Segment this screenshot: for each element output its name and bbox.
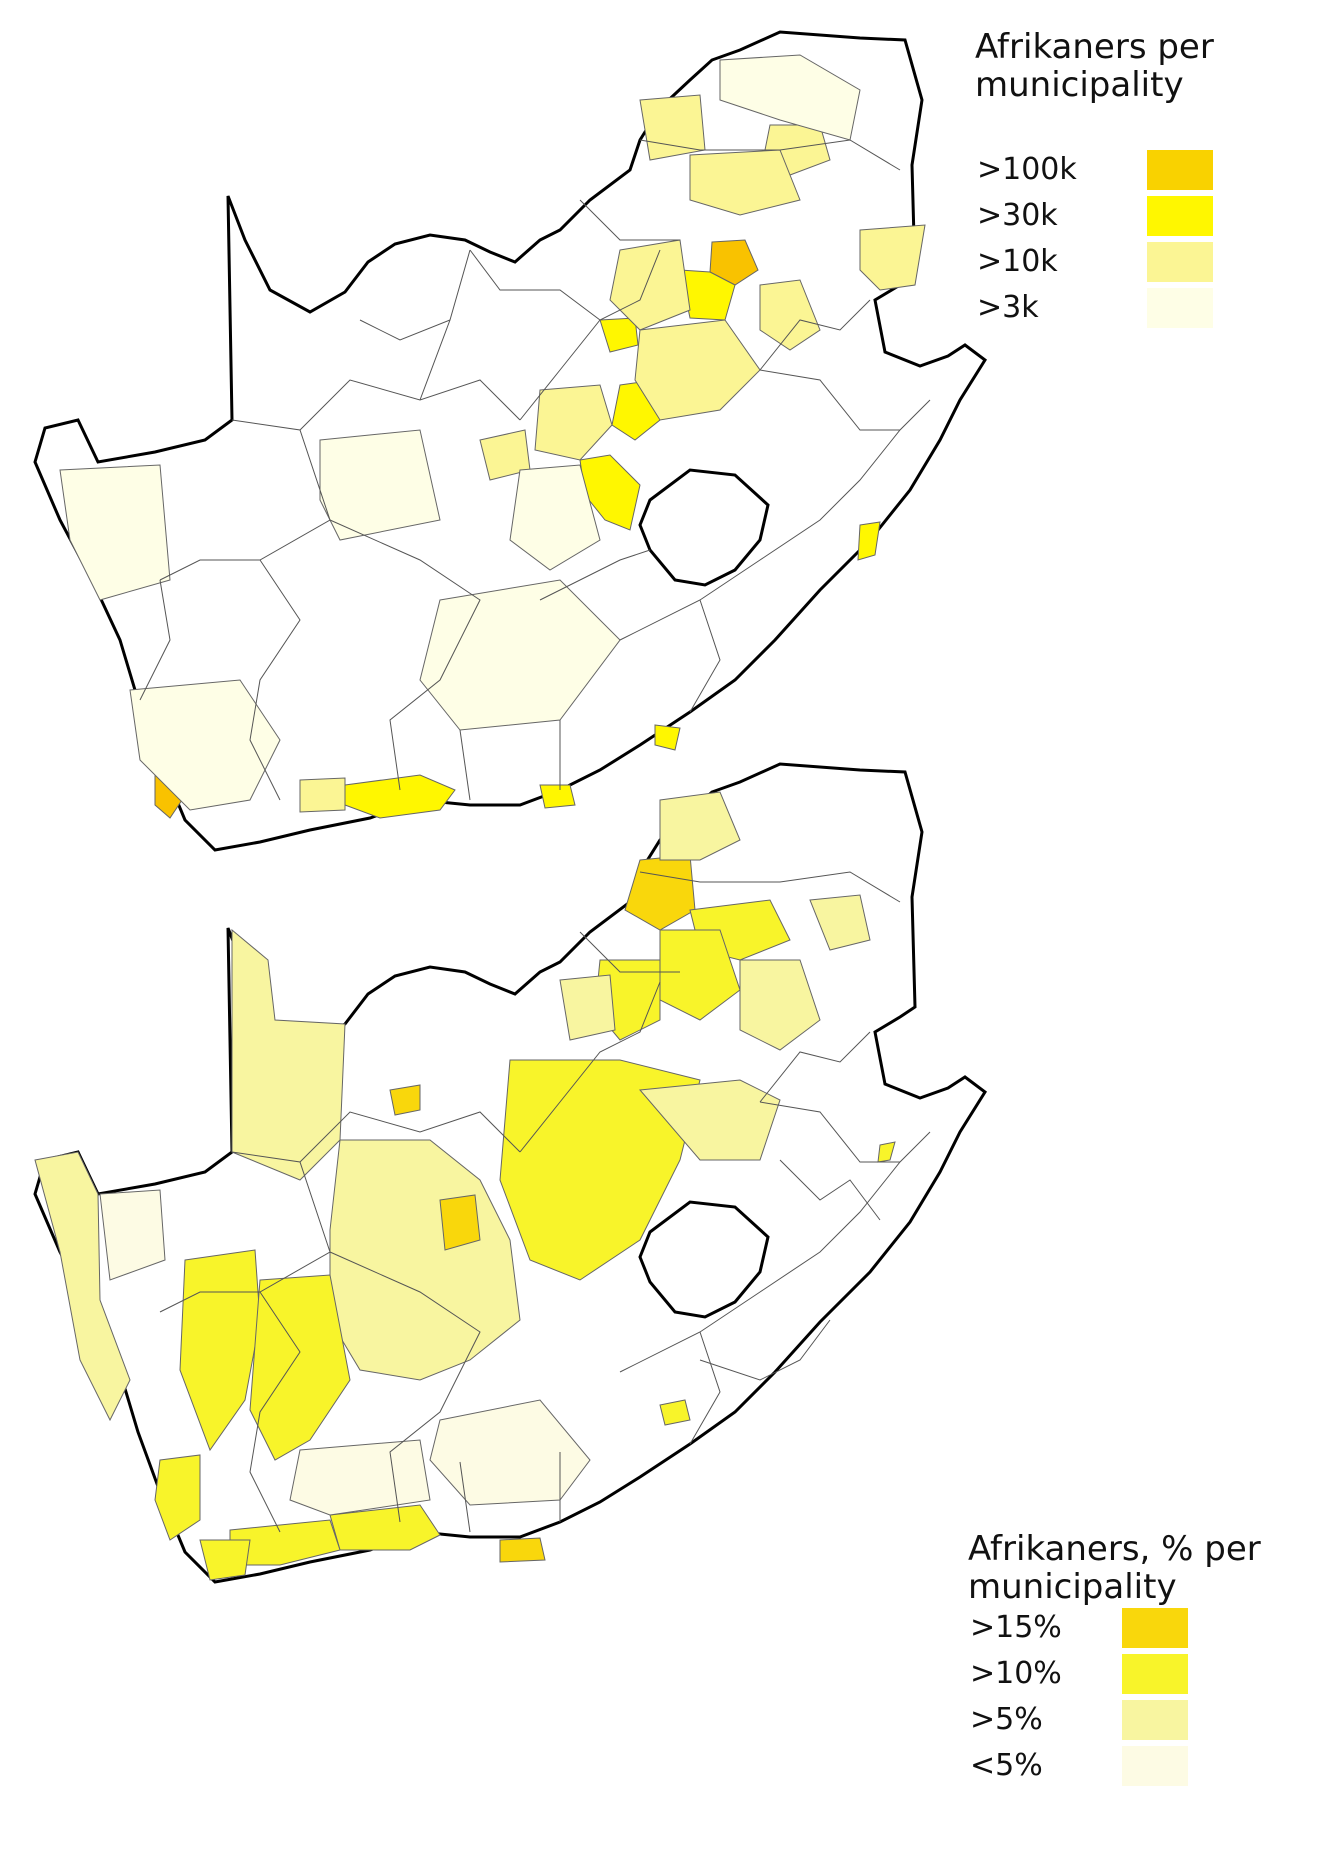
region-west-coast: [34, 1151, 131, 1422]
legend-label: >3k: [977, 290, 1039, 325]
lesotho-outline: [638, 1200, 770, 1319]
region-m: [534, 384, 613, 461]
region-west: [231, 928, 346, 1181]
region-q: [299, 777, 346, 813]
region-r: [759, 279, 821, 351]
region-karoo-a: [179, 1249, 261, 1452]
legend-title: Afrikaners per municipality: [975, 27, 1214, 105]
region-freestate-b: [638, 1079, 781, 1161]
legend-row-10: >10%: [970, 1654, 1230, 1694]
legend-percent: Afrikaners, % per municipality >15% >10%…: [968, 1530, 1308, 1850]
legend-swatch: [1122, 1608, 1188, 1648]
region-northwest: [559, 974, 616, 1041]
shaded-municipalities: [34, 791, 896, 1581]
legend-count: Afrikaners per municipality >100k >30k >…: [975, 28, 1295, 348]
region-w: [129, 679, 281, 811]
region-l: [634, 319, 761, 421]
region-mpum: [809, 894, 871, 951]
region-high-15a: [439, 1194, 481, 1251]
region-easterncape-b: [289, 1439, 431, 1516]
shaded-municipalities: [59, 54, 926, 819]
legend-label: >10k: [977, 244, 1058, 279]
legend-row-5: >5%: [970, 1700, 1230, 1740]
region-o: [639, 94, 706, 161]
legend-row-15: >15%: [970, 1608, 1230, 1648]
legend-label: >30k: [977, 198, 1058, 233]
municipal-boundaries: [159, 871, 931, 1533]
region-karoo-b: [249, 1274, 351, 1461]
municipal-boundaries: [139, 139, 931, 801]
region-overberg: [199, 1539, 251, 1581]
legend-swatch: [1147, 242, 1213, 282]
south-africa-map-count: [33, 30, 988, 852]
legend-row-3k: >3k: [977, 288, 1237, 328]
legend-row-100k: >100k: [977, 150, 1237, 190]
region-h: [857, 521, 881, 561]
legend-swatch: [1122, 1700, 1188, 1740]
map-shape: [33, 30, 988, 852]
region-high-15d: [499, 1537, 546, 1563]
region-high-15c: [389, 1084, 421, 1116]
legend-label: >10%: [970, 1656, 1062, 1691]
legend-title: Afrikaners, % per municipality: [968, 1529, 1261, 1607]
legend-swatch: [1147, 288, 1213, 328]
region-f: [654, 724, 681, 751]
legend-row-10k: >10k: [977, 242, 1237, 282]
legend-row-lt5: <5%: [970, 1746, 1230, 1786]
region-capetown: [154, 1454, 201, 1541]
region-s: [59, 464, 171, 601]
region-k: [609, 239, 691, 331]
region-v: [509, 464, 601, 571]
region-kzn: [877, 1141, 896, 1163]
legend-swatch: [1147, 196, 1213, 236]
legend-label: >100k: [977, 152, 1077, 187]
map-afrikaners-percent: Afrikaners, % per municipality >15% >10%…: [0, 760, 1339, 1786]
map-shape: [33, 762, 988, 1584]
legend-swatch: [1122, 1654, 1188, 1694]
lesotho-outline: [638, 468, 770, 587]
legend-swatch: [1122, 1746, 1188, 1786]
south-africa-map-percent: [33, 762, 988, 1584]
legend-label: <5%: [970, 1748, 1043, 1783]
region-west-small: [99, 1189, 166, 1281]
legend-row-30k: >30k: [977, 196, 1237, 236]
gauteng-region: [709, 239, 759, 286]
region-north-d: [739, 959, 821, 1051]
region-j: [689, 149, 801, 216]
region-n: [859, 224, 926, 291]
region-limpopo: [659, 791, 741, 861]
map-afrikaners-count: Afrikaners per municipality >100k >30k >…: [0, 0, 1339, 860]
legend-swatch: [1147, 150, 1213, 190]
legend-label: >15%: [970, 1610, 1062, 1645]
region-east-small: [659, 1399, 691, 1426]
legend-label: >5%: [970, 1702, 1043, 1737]
